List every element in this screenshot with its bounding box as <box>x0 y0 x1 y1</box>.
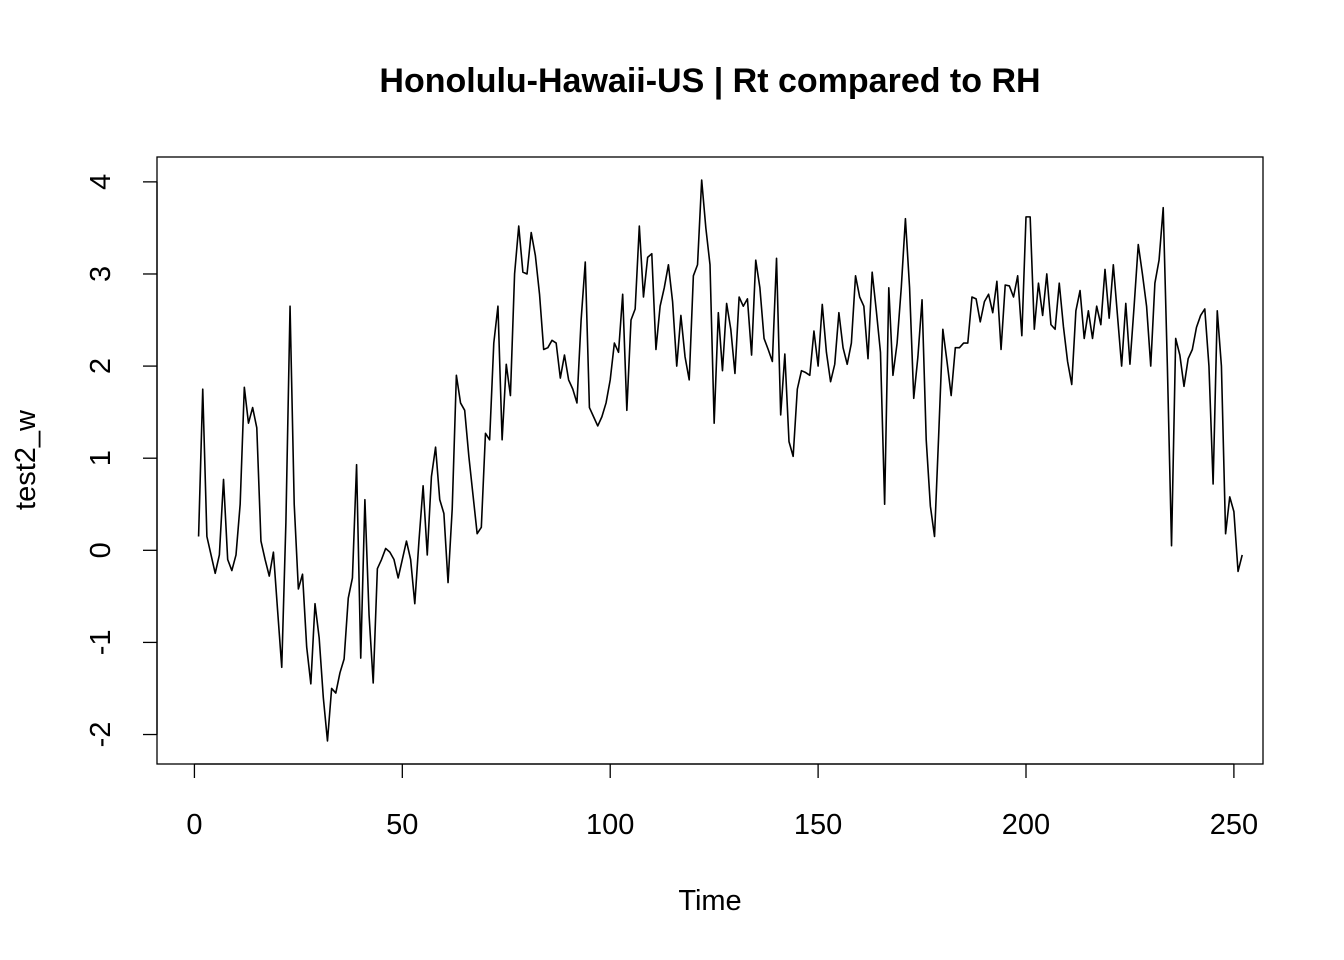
x-tick-label: 150 <box>794 809 842 841</box>
x-tick-label: 0 <box>186 809 202 841</box>
x-axis: 0 50 100 150 200 250 <box>186 763 1258 841</box>
y-tick-label: -1 <box>85 630 117 656</box>
x-tick-label: 50 <box>386 809 418 841</box>
y-tick-label: 1 <box>85 450 117 466</box>
y-axis: -2 -1 0 1 2 3 4 <box>85 174 158 748</box>
y-tick-label: -2 <box>85 722 117 748</box>
x-axis-label: Time <box>678 885 741 917</box>
series-layer <box>197 179 1243 742</box>
y-tick-label: 0 <box>85 542 117 558</box>
x-tick-label: 250 <box>1210 809 1258 841</box>
series-line <box>197 179 1243 742</box>
y-tick-label: 3 <box>85 266 117 282</box>
y-tick-label: 4 <box>85 174 117 190</box>
y-axis-label: test2_w <box>10 409 42 510</box>
y-tick-label: 2 <box>85 358 117 374</box>
chart-title: Honolulu-Hawaii-US | Rt compared to RH <box>379 62 1040 100</box>
x-tick-label: 200 <box>1002 809 1050 841</box>
plot-frame <box>156 156 1264 765</box>
x-tick-label: 100 <box>586 809 634 841</box>
